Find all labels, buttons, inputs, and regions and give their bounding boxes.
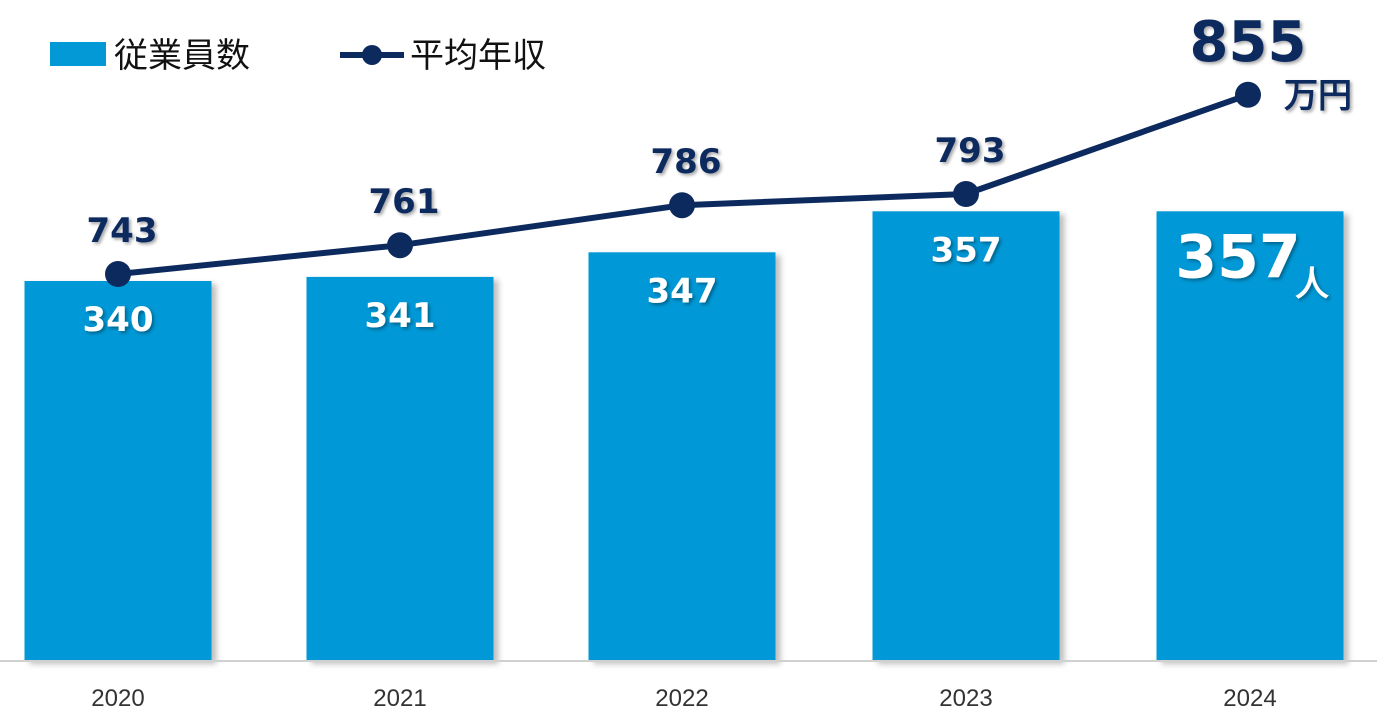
line-value-2024: 855	[1190, 10, 1307, 75]
bar-2021	[306, 276, 494, 661]
bar-2024	[1156, 211, 1344, 662]
line-series-group	[105, 81, 1261, 287]
x-tick-2024: 2024	[1223, 685, 1276, 712]
line-point-2020	[105, 261, 131, 287]
bar-value-2021: 341	[365, 296, 436, 336]
line-value-2020: 743	[87, 211, 158, 251]
legend-bar-label: 従業員数	[114, 36, 250, 76]
line-value-2023: 793	[935, 131, 1006, 171]
bar-value-2020: 340	[83, 300, 154, 340]
line-point-2024	[1235, 81, 1261, 108]
legend-line-label: 平均年収	[410, 36, 546, 76]
bar-2022	[588, 252, 776, 662]
line-value-2021: 761	[369, 182, 440, 222]
line-unit-label: 万円	[1284, 76, 1352, 116]
x-tick-2022: 2022	[655, 685, 708, 712]
bar-value-2024: 357	[1175, 222, 1300, 292]
line-value-2022: 786	[651, 142, 722, 182]
line-point-2021	[387, 232, 413, 259]
legend-bar-swatch	[50, 42, 106, 66]
x-tick-2023: 2023	[939, 685, 992, 712]
bar-2020	[24, 281, 212, 661]
bar-value-2022: 347	[647, 271, 718, 311]
x-tick-2021: 2021	[373, 685, 426, 712]
line-point-2023	[953, 181, 979, 207]
bar-value-2023: 357	[931, 230, 1002, 270]
bar-unit-label: 人	[1295, 264, 1329, 304]
bar-2023	[872, 211, 1060, 662]
x-tick-2020: 2020	[91, 685, 144, 712]
legend-line-marker	[362, 45, 382, 65]
line-series-path	[117, 91, 1249, 277]
legend: 従業員数 平均年収	[50, 36, 546, 76]
line-point-2022	[669, 192, 695, 219]
x-ticks-group: 2020 2021 2022 2023 2024	[91, 685, 1276, 712]
bars-group	[24, 211, 1344, 662]
